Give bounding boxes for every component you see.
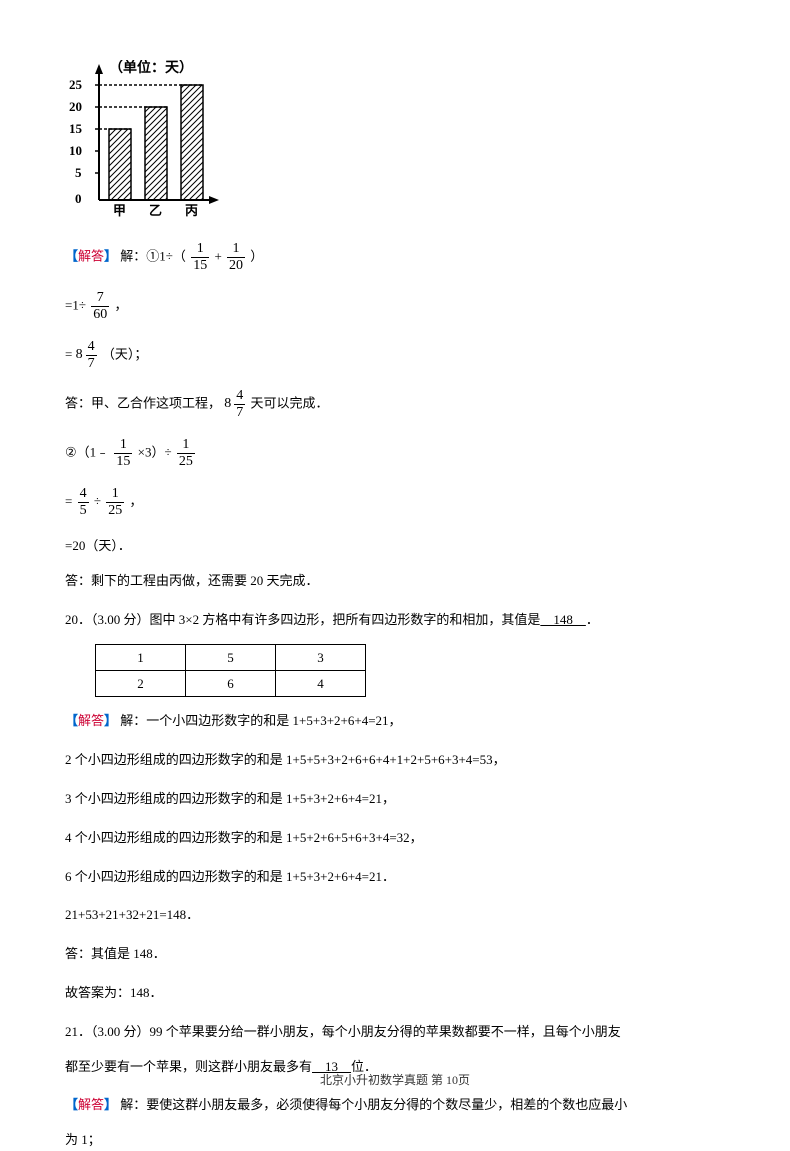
plus: +	[214, 248, 221, 263]
fraction-1-25: 125	[177, 438, 195, 469]
q20-sol-2: 2 个小四边形组成的四边形数字的和是 1+5+5+3+2+6+6+4+1+2+5…	[65, 750, 725, 771]
q20-text: 20．（3.00 分）图中 3×2 方格中有许多四边形，把所有四边形数字的和相加…	[65, 610, 725, 631]
label-bracket: 【	[65, 248, 78, 263]
sol-prefix: 解：①1÷（	[120, 248, 186, 263]
cell: 4	[276, 671, 366, 697]
q20-final: 故答案为：148．	[65, 983, 725, 1004]
fraction-1-25b: 125	[106, 487, 124, 518]
svg-text:甲: 甲	[113, 203, 126, 218]
solution-step-5: = 45 ÷ 125 ，	[65, 487, 725, 518]
svg-text:10: 10	[69, 143, 82, 158]
cell: 3	[276, 645, 366, 671]
cell: 1	[96, 645, 186, 671]
solution-step-2: =1÷ 760 ，	[65, 291, 725, 322]
q20-sol-4: 4 个小四边形组成的四边形数字的和是 1+5+2+6+5+6+3+4=32，	[65, 828, 725, 849]
cell: 2	[96, 671, 186, 697]
label-text: 解答	[78, 248, 104, 263]
q20-grid: 1 5 3 2 6 4	[95, 644, 366, 697]
svg-text:5: 5	[75, 165, 82, 180]
fraction-1-15b: 115	[114, 438, 132, 469]
svg-text:20: 20	[69, 99, 82, 114]
fraction-4-5: 45	[78, 487, 89, 518]
q21-text-1: 21．（3.00 分）99 个苹果要分给一群小朋友，每个小朋友分得的苹果数都要不…	[65, 1022, 725, 1043]
svg-text:丙: 丙	[185, 203, 198, 218]
svg-text:乙: 乙	[149, 203, 162, 218]
svg-text:15: 15	[69, 121, 83, 136]
q20-sol-3: 3 个小四边形组成的四边形数字的和是 1+5+3+2+6+4=21，	[65, 789, 725, 810]
q20-sum: 21+53+21+32+21=148．	[65, 905, 725, 926]
table-row: 2 6 4	[96, 671, 366, 697]
solution-line-1: 【解答】 解：①1÷（ 115 + 120 ）	[65, 242, 725, 273]
q21-sol-2: 为 1；	[65, 1130, 725, 1151]
chart-title-svg: （单位：天）	[109, 60, 193, 76]
q20-sol-1: 【解答】 解：一个小四边形数字的和是 1+5+3+2+6+4=21，	[65, 711, 725, 732]
svg-text:0: 0	[75, 191, 82, 206]
solution-step-3: = 847 （天）；	[65, 340, 725, 371]
answer-1: 答：甲、乙合作这项工程， 847 天可以完成．	[65, 389, 725, 420]
q20-answer: 148	[540, 612, 586, 627]
q20-sol-6: 6 个小四边形组成的四边形数字的和是 1+5+3+2+6+4=21．	[65, 867, 725, 888]
page-footer: 北京小升初数学真题 第 10页	[0, 1071, 790, 1088]
answer-2: 答：剩下的工程由丙做，还需要 20 天完成．	[65, 571, 725, 592]
cell: 5	[186, 645, 276, 671]
fraction-1-20: 120	[227, 242, 245, 273]
mixed-8-4-7-b: 847	[224, 389, 247, 420]
q21-sol: 【解答】 解：要使这群小朋友最多，必须使得每个小朋友分得的个数尽量少，相差的个数…	[65, 1095, 725, 1116]
svg-text:25: 25	[69, 77, 83, 92]
close-paren: ）	[250, 248, 263, 263]
label-bracket-close: 】	[104, 248, 117, 263]
table-row: 1 5 3	[96, 645, 366, 671]
solution-step-6: =20（天）．	[65, 536, 725, 557]
fraction-7-60: 760	[91, 291, 109, 322]
solution-part-2: ②（1﹣ 115 ×3）÷ 125	[65, 438, 725, 469]
fraction-1-15: 115	[191, 242, 209, 273]
bar-chart: （单位：天） 25 20 15 10 5 0	[65, 60, 725, 224]
mixed-8-4-7: 847	[76, 340, 99, 371]
q20-ans: 答：其值是 148．	[65, 944, 725, 965]
cell: 6	[186, 671, 276, 697]
